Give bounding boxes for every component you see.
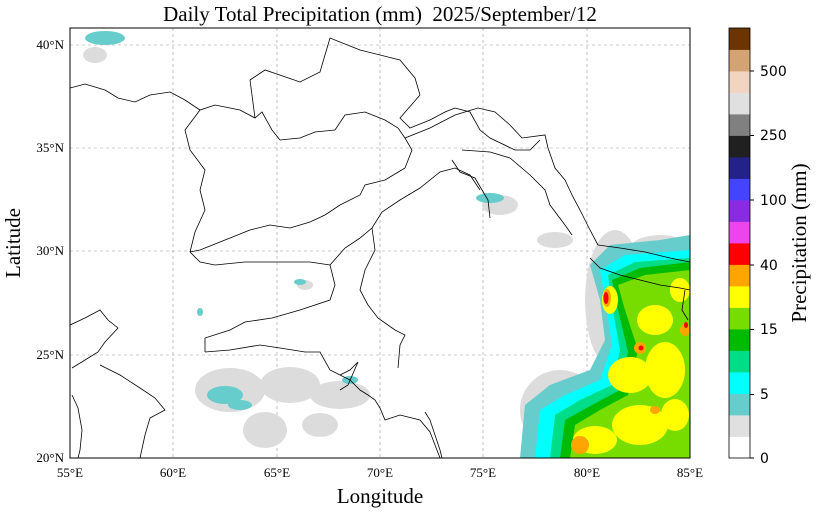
colorbar-segment (729, 243, 750, 265)
x-axis: 55°E 60°E 65°E 70°E 75°E 80°E 85°E Longi… (57, 465, 703, 508)
colorbar-tick-label: 250 (760, 128, 787, 144)
colorbar-segment (729, 114, 750, 136)
gridlines (70, 28, 690, 458)
colorbar-segment (729, 49, 750, 72)
colorbar (728, 27, 751, 459)
colorbar-segment (729, 350, 750, 373)
x-tick-label: 80°E (574, 465, 600, 480)
colorbar-segment (729, 28, 750, 50)
y-tick-label: 25°N (36, 347, 64, 362)
colorbar-segment (729, 372, 750, 394)
colorbar-segment (729, 415, 750, 437)
colorbar-label: Precipitation (mm) (787, 163, 811, 322)
colorbar-segment (729, 200, 750, 222)
y-axis-label: Latitude (1, 208, 25, 278)
colorbar-segment (729, 92, 750, 115)
x-tick-label: 65°E (264, 465, 290, 480)
colorbar-tick-label: 0 (760, 451, 769, 467)
x-tick-label: 55°E (57, 465, 83, 480)
colorbar-tick-label: 15 (760, 322, 778, 338)
colorbar-segment (729, 157, 750, 179)
plot-border (69, 27, 691, 459)
colorbar-segment (729, 178, 750, 201)
x-tick-label: 85°E (677, 465, 703, 480)
colorbar-tick-label: 500 (760, 64, 787, 80)
y-tick-label: 35°N (36, 140, 64, 155)
colorbar-ticks: 0 5 15 40 100 250 500 (750, 64, 787, 467)
precip-orange (571, 289, 690, 454)
colorbar-segment (729, 393, 750, 416)
precip-red (603, 292, 688, 351)
colorbar-tick-label: 40 (760, 258, 778, 274)
colorbar-segment (729, 221, 750, 244)
colorbar-tick-label: 5 (760, 387, 769, 403)
colorbar-border (728, 27, 751, 459)
y-axis: 20°N 25°N 30°N 35°N 40°N Latitude (1, 37, 65, 465)
colorbar-segment (729, 71, 750, 93)
colorbar-segment (729, 436, 750, 459)
colorbar-segment (729, 264, 750, 287)
colorbar-segment (729, 135, 750, 158)
y-tick-label: 40°N (36, 37, 64, 52)
x-tick-label: 75°E (470, 465, 496, 480)
colorbar-segment (729, 329, 750, 351)
precip-yellow (573, 278, 690, 454)
colorbar-tick-label: 100 (760, 193, 787, 209)
x-tick-label: 70°E (367, 465, 393, 480)
x-axis-label: Longitude (337, 484, 423, 508)
colorbar-segment (729, 286, 750, 308)
y-tick-label: 30°N (36, 243, 64, 258)
coastlines-and-borders (70, 37, 690, 458)
chart-title: Daily Total Precipitation (mm) 2025/Sept… (163, 2, 597, 26)
y-tick-label: 20°N (36, 450, 64, 465)
x-tick-label: 60°E (160, 465, 186, 480)
colorbar-segment (729, 307, 750, 330)
